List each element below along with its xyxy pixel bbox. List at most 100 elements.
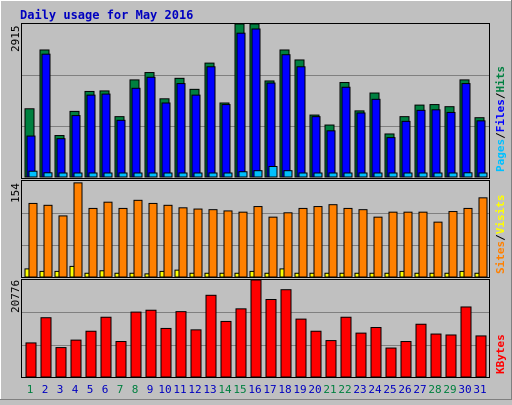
legend-sep-1: /: [494, 132, 507, 139]
bar-files-day-11: [176, 83, 186, 178]
bar-files-day-23: [356, 112, 366, 178]
bar-files-day-21: [326, 130, 336, 178]
bar-pages-day-14: [223, 172, 233, 178]
bar-kbytes-day-5: [85, 330, 97, 378]
day-label-9: 9: [147, 383, 154, 396]
svg-text:KBytes: KBytes: [494, 334, 507, 374]
bar-visits-day-15: [238, 211, 248, 278]
day-label-20: 20: [308, 383, 321, 396]
bar-kbytes-day-7: [115, 341, 127, 378]
bar-visits-day-29: [448, 211, 458, 278]
bar-pages-day-30: [463, 172, 473, 178]
bar-kbytes-day-9: [145, 309, 157, 378]
day-label-24: 24: [368, 383, 382, 396]
svg-text:Pages/Files/Hits: Pages/Files/Hits: [494, 66, 507, 172]
bar-visits-day-25: [388, 211, 398, 278]
legend-hits: Hits: [494, 66, 507, 93]
bar-kbytes-day-23: [355, 332, 367, 378]
bar-visits-day-16: [253, 206, 263, 278]
bar-kbytes-day-14: [220, 320, 232, 378]
bar-pages-day-7: [118, 172, 128, 178]
bar-pages-day-10: [163, 172, 173, 178]
bar-pages-day-1: [28, 170, 38, 178]
day-label-23: 23: [353, 383, 366, 396]
bar-visits-day-22: [343, 207, 353, 278]
day-label-15: 15: [233, 383, 246, 396]
bar-kbytes-day-22: [340, 316, 352, 378]
bar-files-day-12: [191, 94, 201, 178]
chart-title: Daily usage for May 2016: [20, 8, 193, 22]
bar-pages-day-13: [208, 172, 218, 178]
bar-files-day-7: [116, 119, 126, 178]
bar-visits-day-17: [268, 216, 278, 278]
day-label-19: 19: [293, 383, 306, 396]
bar-pages-day-24: [373, 172, 383, 178]
bar-pages-day-11: [178, 172, 188, 178]
bar-pages-day-4: [73, 172, 83, 178]
svg-text:Sites/Visits: Sites/Visits: [494, 195, 507, 275]
bar-visits-day-11: [178, 207, 188, 278]
bar-files-day-18: [281, 54, 291, 178]
bar-kbytes-day-21: [325, 340, 337, 378]
day-label-26: 26: [398, 383, 411, 396]
day-label-31: 31: [473, 383, 486, 396]
bar-pages-day-12: [193, 172, 203, 178]
day-label-16: 16: [248, 383, 261, 396]
bar-files-day-5: [86, 94, 96, 178]
bar-files-day-25: [386, 137, 396, 178]
day-label-21: 21: [323, 383, 336, 396]
bar-visits-day-7: [118, 207, 128, 278]
max-label-top: 2915: [9, 26, 22, 53]
bar-visits-day-23: [358, 209, 368, 278]
bar-pages-day-29: [448, 172, 458, 178]
bar-pages-day-9: [148, 172, 158, 178]
bar-pages-day-2: [43, 172, 53, 178]
bar-visits-day-31: [478, 197, 488, 278]
bar-files-day-2: [41, 53, 51, 178]
day-label-5: 5: [87, 383, 94, 396]
bar-kbytes-day-27: [415, 323, 427, 378]
day-label-30: 30: [458, 383, 471, 396]
bar-files-day-19: [296, 66, 306, 178]
day-labels: 1 2 3 4 5 6 7 8 9 10 11 12 13 14 15 16 17 18 19 20 21 22 23 24 2…: [27, 383, 487, 396]
day-label-28: 28: [428, 383, 441, 396]
bar-kbytes-day-2: [40, 317, 52, 378]
bar-kbytes-day-11: [175, 311, 187, 378]
legend-visits: Visits: [494, 195, 507, 235]
legend-bottom: KBytes: [494, 334, 507, 374]
bar-files-day-31: [476, 120, 486, 178]
bar-pages-day-23: [358, 172, 368, 178]
bar-pages-day-31: [478, 172, 488, 178]
bar-pages-day-26: [403, 172, 413, 178]
bar-pages-day-6: [103, 172, 113, 178]
bar-files-day-8: [131, 87, 141, 178]
bar-pages-day-28: [433, 172, 443, 178]
bar-files-day-14: [221, 104, 231, 178]
max-label-middle: 154: [9, 183, 22, 203]
bar-visits-day-19: [298, 207, 308, 278]
legend-sep-3: /: [494, 234, 507, 241]
day-label-18: 18: [278, 383, 291, 396]
bar-kbytes-day-15: [235, 308, 247, 378]
bar-files-day-3: [56, 138, 66, 178]
bar-kbytes-day-4: [70, 339, 82, 378]
bar-kbytes-day-12: [190, 329, 202, 378]
bar-pages-day-19: [298, 172, 308, 178]
day-label-27: 27: [413, 383, 426, 396]
bar-visits-day-24: [373, 216, 383, 278]
bar-pages-day-20: [313, 172, 323, 178]
bar-kbytes-day-17: [265, 298, 277, 378]
bar-visits-day-26: [403, 211, 413, 278]
bar-visits-day-3: [58, 215, 68, 278]
day-label-17: 17: [263, 383, 276, 396]
bar-kbytes-day-16: [250, 279, 262, 378]
bar-visits-day-10: [163, 204, 173, 278]
day-label-4: 4: [72, 383, 79, 396]
bar-marks: [24, 23, 488, 378]
bar-pages-day-21: [328, 172, 338, 178]
bar-pages-day-16: [253, 170, 263, 178]
max-label-bottom: 20776: [9, 280, 22, 313]
bar-visits-day-4: [73, 182, 83, 278]
bar-visits-day-21: [328, 204, 338, 278]
